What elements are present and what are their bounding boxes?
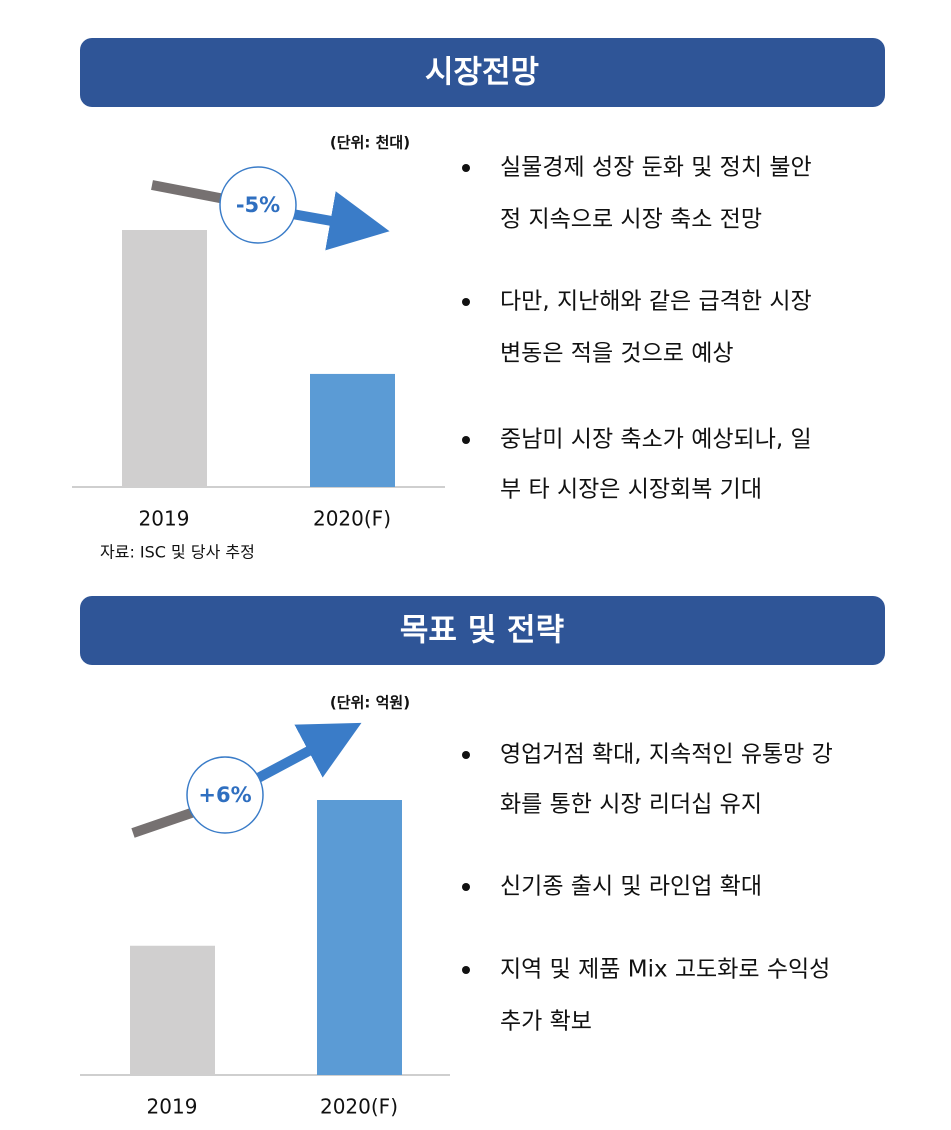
bar (122, 230, 207, 487)
bullet-text: 중남미 시장 축소가 예상되나, 일 (500, 427, 812, 453)
category-label: 2020(F) (313, 507, 391, 531)
trend-arrow-gray (131, 805, 202, 838)
unit-note: (단위: 억원) (330, 694, 410, 712)
bar (310, 373, 395, 487)
category-label: 2019 (139, 507, 190, 531)
unit-note: (단위: 천대) (330, 134, 410, 152)
bullet-text: 다만, 지난해와 같은 급격한 시장 (500, 289, 812, 315)
section-header (80, 596, 885, 665)
section-header (80, 38, 885, 107)
change-badge (219, 166, 297, 244)
change-badge (186, 756, 264, 834)
bar (317, 800, 402, 1075)
change-label: -5% (236, 193, 280, 217)
bullet-text: 영업거점 확대, 지속적인 유통망 강 (500, 742, 833, 768)
source-note: 자료: ISC 및 당사 추정 (100, 543, 255, 562)
trend-arrow-gray (151, 180, 231, 205)
bullet-text: 추가 확보 (500, 1009, 592, 1035)
bullet-text: 정 지속으로 시장 축소 전망 (500, 207, 762, 233)
bullet-text: 부 타 시장은 시장회복 기대 (500, 477, 762, 503)
bullet-text: 변동은 적을 것으로 예상 (500, 341, 734, 367)
section-title: 목표 및 전략 (400, 613, 564, 649)
bullet-text: 화를 통한 시장 리더십 유지 (500, 792, 762, 818)
bullet-dot (462, 883, 470, 891)
bullet-text: 신기종 출시 및 라인업 확대 (500, 874, 762, 900)
bullet-dot (462, 966, 470, 974)
bullet-dot (462, 298, 470, 306)
bullet-dot (462, 164, 470, 172)
bullet-text: 지역 및 제품 Mix 고도화로 수익성 (500, 957, 830, 983)
category-label: 2020(F) (320, 1095, 398, 1119)
bullet-dot (462, 751, 470, 759)
bullet-text: 실물경제 성장 둔화 및 정치 불안 (500, 155, 812, 181)
category-label: 2019 (147, 1095, 198, 1119)
section-title: 시장전망 (425, 55, 539, 91)
bullet-dot (462, 436, 470, 444)
bar (130, 945, 215, 1075)
change-label: +6% (198, 783, 251, 807)
